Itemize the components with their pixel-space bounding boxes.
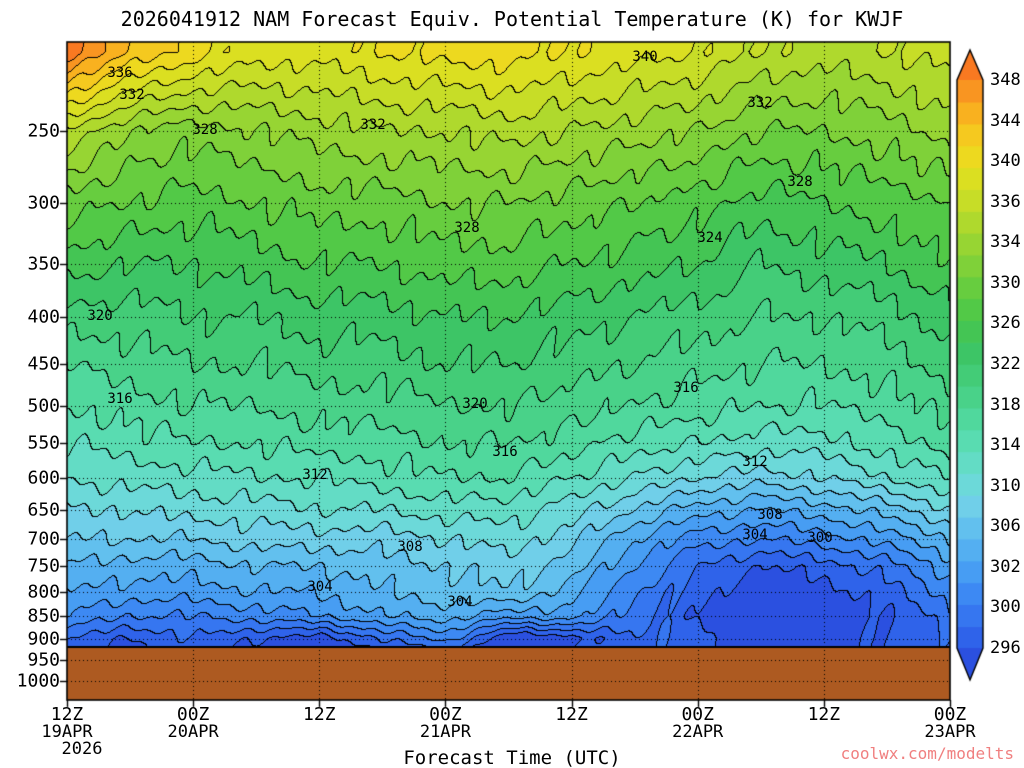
y-axis-tick-label: 900: [27, 628, 60, 650]
y-axis-tick-label: 250: [27, 120, 60, 142]
x-axis-tick-label: 00Z: [429, 704, 462, 725]
x-axis-tick-label: 12Z: [807, 704, 841, 725]
colorbar-tick-label: 344: [990, 110, 1021, 131]
contour-line-label: 336: [107, 65, 133, 81]
colorbar-tick-label: 296: [990, 638, 1021, 658]
contour-line-label: 316: [492, 444, 518, 460]
x-axis-tick-label: 12Z: [555, 704, 588, 725]
contour-line-label: 328: [192, 122, 218, 138]
x-axis-label: Forecast Time (UTC): [403, 747, 621, 768]
contour-line-label: 328: [454, 220, 480, 236]
colorbar-tick-label: 300: [990, 597, 1021, 618]
colorbar-tick-label: 334: [990, 232, 1021, 253]
y-axis-tick-label: 950: [27, 649, 60, 671]
y-axis-tick-label: 300: [27, 192, 60, 214]
colorbar-tick-label: 340: [990, 151, 1021, 172]
contour-line-label: 328: [787, 174, 813, 190]
contour-line-label: 324: [697, 230, 723, 246]
y-axis-tick-label: 1000: [16, 670, 60, 692]
contour-line-label: 332: [119, 87, 145, 103]
colorbar-tick-label: 326: [990, 313, 1021, 334]
contour-line-label: 304: [447, 594, 473, 610]
contour-line-label: 316: [107, 391, 133, 407]
x-axis-date-label: 19APR: [41, 722, 93, 742]
colorbar-tick-label: 306: [990, 516, 1021, 537]
colorbar-tick-label: 336: [990, 191, 1021, 212]
contour-line-label: 312: [302, 467, 328, 483]
y-axis-tick-label: 550: [27, 432, 60, 454]
contour-line-label: 340: [632, 49, 658, 65]
contour-line-label: 332: [360, 117, 386, 133]
x-axis-tick-label: 00Z: [681, 704, 714, 725]
colorbar-tick-label: 322: [990, 354, 1021, 374]
x-axis-date-label: 23APR: [924, 722, 976, 742]
colorbar-tick-label: 348: [990, 70, 1021, 90]
contour-line-label: 304: [742, 527, 768, 543]
y-axis-tick-label: 400: [27, 306, 60, 328]
contour-line-label: 308: [397, 539, 423, 555]
x-axis-date-label: 20APR: [167, 722, 219, 742]
colorbar-tick-label: 310: [990, 475, 1021, 496]
contour-line-label: 316: [673, 380, 699, 396]
colorbar-tick-label: 302: [990, 556, 1021, 577]
colorbar-tick-label: 318: [990, 394, 1021, 415]
contour-line-label: 332: [747, 95, 773, 111]
contour-line-label: 300: [807, 530, 833, 546]
x-axis-tick-label: 00Z: [176, 704, 210, 725]
y-axis-tick-label: 500: [27, 395, 60, 417]
y-axis-tick-label: 450: [27, 353, 60, 375]
x-axis-date-label: 21APR: [419, 722, 472, 742]
y-axis-tick-label: 700: [27, 528, 60, 550]
colorbar-tick-label: 330: [990, 272, 1021, 293]
contour-line-label: 312: [742, 454, 768, 470]
contour-line-label: 304: [307, 579, 333, 595]
chart-title: 2026041912 NAM Forecast Equiv. Potential…: [120, 7, 904, 31]
contour-line-label: 320: [87, 308, 113, 324]
watermark-link[interactable]: coolwx.com/modelts: [840, 744, 1014, 763]
contour-line-label: 308: [757, 507, 783, 523]
x-axis-tick-label: 12Z: [303, 704, 336, 725]
x-axis-tick-label: 12Z: [50, 704, 84, 725]
x-axis-tick-label: 00Z: [933, 704, 967, 725]
x-axis-date-label: 22APR: [672, 722, 724, 742]
y-axis-tick-label: 350: [27, 253, 60, 275]
colorbar-tick-label: 314: [990, 435, 1021, 456]
y-axis-tick-label: 750: [27, 555, 60, 577]
y-axis-tick-label: 650: [27, 499, 60, 521]
x-axis-year-label: 2026: [61, 739, 103, 759]
y-axis-tick-label: 850: [27, 605, 60, 627]
y-axis-tick-label: 600: [27, 467, 60, 489]
contour-line-label: 320: [462, 396, 488, 412]
y-axis-tick-label: 800: [27, 581, 60, 603]
